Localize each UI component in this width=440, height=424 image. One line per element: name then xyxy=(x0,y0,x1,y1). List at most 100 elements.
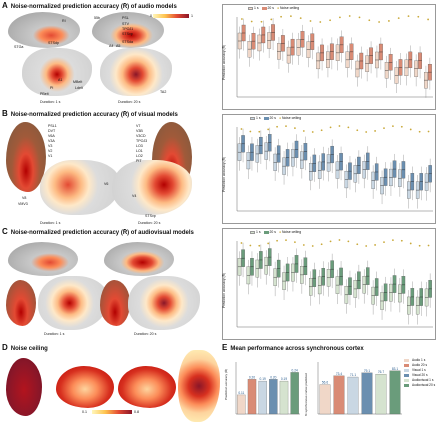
roi-label: TPOJ1 xyxy=(122,27,134,31)
roi-label: V4 xyxy=(132,194,137,198)
panel-a-flatmap-right xyxy=(100,48,172,96)
noise-ceiling-dot xyxy=(329,126,332,129)
panel-a-duration-right: Duration: 20 s xyxy=(118,100,141,104)
legend-item: Visual 20 s xyxy=(404,373,435,378)
noise-ceiling-dot xyxy=(347,126,350,129)
roi-label: V3 xyxy=(48,144,53,148)
panel-a-colorbar xyxy=(153,14,189,18)
panel-c-flatmap-left xyxy=(38,276,108,330)
roi-label: LO3 xyxy=(136,144,143,148)
panel-d-brain-right xyxy=(118,366,176,408)
panel-b-title: Noise-normalized prediction accuracy (R̄… xyxy=(10,112,178,118)
panel-a-legend: 1 s 20 s ● Noise ceiling xyxy=(248,6,299,10)
panel-b-duration-left: Duration: 1 s xyxy=(40,221,61,225)
roi-label: V6 xyxy=(104,182,109,186)
noise-ceiling-dot xyxy=(374,244,376,246)
noise-ceiling-dot xyxy=(409,128,412,131)
panel-b-brain-left xyxy=(6,122,46,192)
panel-b-letter: B xyxy=(2,109,8,118)
panel-c-header: C Noise-normalized prediction accuracy (R… xyxy=(2,228,194,237)
noise-ceiling-dot xyxy=(365,245,368,247)
noise-ceiling-dot xyxy=(383,127,385,130)
noise-ceiling-dot xyxy=(400,125,403,128)
panel-d-brain-left xyxy=(56,366,114,408)
noise-ceiling-dot xyxy=(347,240,350,243)
bar-value-label: 0.11 xyxy=(238,391,244,395)
panel-d-colorbar xyxy=(92,410,132,414)
panel-a-colorbar-min: 0 xyxy=(150,14,152,18)
bar-value-label: 56.6 xyxy=(322,381,328,385)
noise-ceiling-dot xyxy=(400,239,403,242)
noise-ceiling-dot xyxy=(427,130,430,133)
panel-a-brain-right xyxy=(92,12,164,48)
noise-ceiling-dot xyxy=(339,16,341,19)
roi-label: A1 xyxy=(58,78,63,82)
bar xyxy=(347,376,359,415)
noise-ceiling-dot xyxy=(320,243,323,246)
panel-b-legend: 1 s 20 s ● Noise ceiling xyxy=(250,116,301,120)
panel-e-legend: Audio 1 s Audio 20 s Visual 1 s Visual 2… xyxy=(404,358,435,388)
roi-label: V7 xyxy=(136,124,141,128)
roi-label: PI xyxy=(50,86,54,90)
panel-c-brain-right xyxy=(104,242,174,276)
panel-d-letter: D xyxy=(2,343,8,352)
roi-label: STSvp xyxy=(122,32,133,36)
panel-a-title: Noise-normalized prediction accuracy (R̄… xyxy=(10,4,177,10)
panel-c-flatmap-right xyxy=(128,276,200,330)
noise-ceiling-dot xyxy=(267,128,270,131)
roi-label: VMV3 xyxy=(18,202,28,206)
roi-label: PIT xyxy=(136,159,142,163)
panel-a-brain-left xyxy=(8,12,80,48)
noise-ceiling-dot xyxy=(249,244,252,247)
bar xyxy=(269,379,278,415)
bar-value-label: 73.4 xyxy=(336,372,342,376)
panel-c-brain-left xyxy=(8,242,78,276)
noise-ceiling-dot xyxy=(427,244,430,247)
noise-ceiling-dot xyxy=(329,240,332,243)
noise-ceiling-dot xyxy=(418,244,421,247)
panel-e-header: E Mean performance across synchronous cor… xyxy=(222,344,364,353)
panel-e-left-ylabel: Prediction accuracy (R̄) xyxy=(224,368,228,400)
panel-d-colorbar-max: 0.8 xyxy=(134,410,139,414)
noise-ceiling-dot xyxy=(427,18,429,21)
roi-label: A4 xyxy=(109,44,114,48)
panel-c-title: Noise-normalized prediction accuracy (R̄… xyxy=(10,230,194,236)
roi-label: V2 xyxy=(48,149,53,153)
noise-ceiling-dot xyxy=(241,18,243,20)
noise-ceiling-dot xyxy=(270,18,273,21)
roi-label: V6A xyxy=(48,134,55,138)
legend-item: Audio 20 s xyxy=(404,363,435,368)
noise-ceiling-dot xyxy=(267,242,270,245)
legend-item: 20 s xyxy=(261,6,274,10)
noise-ceiling-dot xyxy=(290,15,292,18)
legend-item: Visual 1 s xyxy=(404,368,435,373)
legend-item: Audio 1 s xyxy=(404,358,435,363)
roi-label: STV xyxy=(122,22,129,26)
panel-b-header: B Noise-normalized prediction accuracy (R… xyxy=(2,110,178,119)
roi-label: DVT xyxy=(48,129,56,133)
panel-c-duration-right: Duration: 20 s xyxy=(134,332,157,336)
bar-value-label: 0.24 xyxy=(292,368,298,372)
noise-ceiling-dot xyxy=(294,127,296,130)
roi-label: PSL xyxy=(122,16,129,20)
bar xyxy=(247,379,257,415)
legend-item: 20 s xyxy=(263,116,276,120)
bar-value-label: 0.20 xyxy=(270,375,276,379)
roi-label: LO1 xyxy=(136,149,143,153)
roi-label: LO2 xyxy=(136,154,143,158)
roi-label: V1 xyxy=(48,154,53,158)
noise-ceiling-dot xyxy=(418,130,421,133)
panel-d-colorbar-min: 0.1 xyxy=(82,410,87,414)
panel-a-flatmap-left xyxy=(22,48,92,96)
panel-a-boxplot xyxy=(222,4,436,110)
noise-ceiling-dot xyxy=(392,239,394,242)
legend-item: Audiovisual 20 s xyxy=(404,383,435,388)
noise-ceiling-dot xyxy=(240,128,243,130)
noise-ceiling-dot xyxy=(397,17,400,20)
bar xyxy=(279,380,289,415)
legend-item: 1 s xyxy=(250,230,261,234)
noise-ceiling-dot xyxy=(311,245,314,247)
noise-ceiling-dot xyxy=(250,20,253,23)
panel-d-flatmap xyxy=(178,350,220,422)
roi-label: A5 xyxy=(116,44,121,48)
